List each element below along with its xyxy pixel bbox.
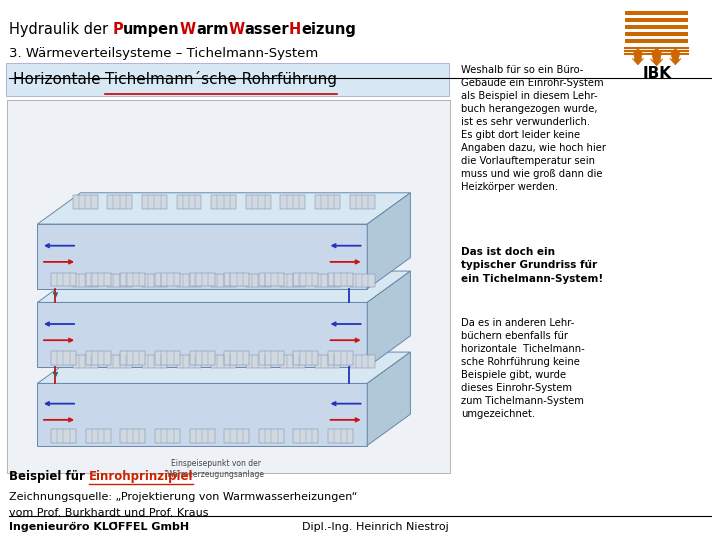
Bar <box>625 18 688 22</box>
Text: Beispiel für: Beispiel für <box>9 470 89 483</box>
Bar <box>294 351 318 364</box>
Bar <box>224 273 249 286</box>
Bar <box>142 274 167 287</box>
Bar <box>294 273 318 286</box>
Bar <box>120 429 145 443</box>
Bar <box>176 195 202 209</box>
Bar <box>246 355 271 368</box>
Polygon shape <box>632 49 644 65</box>
Text: Tichelmann´sche Rohrführung: Tichelmann´sche Rohrführung <box>105 71 338 87</box>
Text: H: H <box>289 22 301 37</box>
Bar <box>625 11 688 15</box>
Bar <box>224 429 249 443</box>
Bar <box>211 355 236 368</box>
Bar <box>315 274 340 287</box>
Polygon shape <box>367 193 410 289</box>
Bar <box>155 351 180 364</box>
Polygon shape <box>367 352 410 446</box>
Text: Dipl.-Ing. Heinrich Niestroj: Dipl.-Ing. Heinrich Niestroj <box>302 522 449 532</box>
Text: Zeichnungsquelle: „Projektierung von Warmwasserheizungen“: Zeichnungsquelle: „Projektierung von War… <box>9 492 357 502</box>
Bar <box>315 195 340 209</box>
Bar <box>224 351 249 364</box>
Bar <box>107 274 132 287</box>
Bar <box>73 355 97 368</box>
Bar <box>625 25 688 29</box>
Bar <box>259 351 284 364</box>
Bar <box>625 32 688 36</box>
Bar <box>328 273 353 286</box>
Bar <box>107 195 132 209</box>
Bar <box>120 351 145 364</box>
Bar <box>328 429 353 443</box>
Polygon shape <box>367 271 410 367</box>
Bar <box>350 355 374 368</box>
Bar <box>142 355 167 368</box>
Bar <box>350 274 374 287</box>
Bar <box>315 355 340 368</box>
Bar <box>189 273 215 286</box>
Bar <box>176 355 202 368</box>
Bar <box>51 273 76 286</box>
Bar <box>189 429 215 443</box>
Bar <box>7 100 450 472</box>
Bar <box>86 351 111 364</box>
Text: Da es in anderen Lehr-
büchern ebenfalls für
horizontale  Tichelmann-
sche Roh: Da es in anderen Lehr- büchern ebenfall… <box>461 318 585 419</box>
Text: arm: arm <box>196 22 228 37</box>
Bar <box>51 429 76 443</box>
Text: P: P <box>112 22 123 37</box>
Text: eizung: eizung <box>301 22 356 37</box>
Bar <box>246 274 271 287</box>
Bar <box>259 429 284 443</box>
Bar <box>142 195 167 209</box>
Bar <box>86 429 111 443</box>
Text: Hydraulik der: Hydraulik der <box>9 22 112 37</box>
Polygon shape <box>37 302 367 367</box>
Text: Einspeisepunkt von der
Wärmeerzeugungsanlage: Einspeisepunkt von der Wärmeerzeugungsan… <box>167 459 265 479</box>
Text: asser: asser <box>244 22 289 37</box>
Polygon shape <box>37 352 410 383</box>
Bar <box>73 274 97 287</box>
Bar <box>107 355 132 368</box>
Bar <box>281 195 305 209</box>
Bar <box>211 195 236 209</box>
Bar <box>281 274 305 287</box>
Text: Weshalb für so ein Büro-
Gebäude ein Einrohr-System
als Beispiel in diesem Le: Weshalb für so ein Büro- Gebäude ein … <box>461 65 606 192</box>
Bar <box>189 351 215 364</box>
Bar <box>51 351 76 364</box>
Bar <box>328 351 353 364</box>
Bar <box>176 274 202 287</box>
Bar <box>155 273 180 286</box>
Polygon shape <box>37 193 410 224</box>
Text: 3. Wärmeverteilsysteme – Tichelmann-System: 3. Wärmeverteilsysteme – Tichelmann-Syst… <box>9 48 318 60</box>
Text: Ingenieuröro KLÖFFEL GmbH: Ingenieuröro KLÖFFEL GmbH <box>9 522 189 532</box>
Bar <box>625 39 688 43</box>
Text: W: W <box>180 22 196 37</box>
Text: W: W <box>228 22 244 37</box>
Bar <box>6 63 449 96</box>
Polygon shape <box>37 224 367 289</box>
Bar <box>73 195 97 209</box>
Text: IBK: IBK <box>642 66 671 81</box>
Polygon shape <box>670 49 681 65</box>
Bar <box>350 195 374 209</box>
Bar <box>259 273 284 286</box>
Bar <box>155 429 180 443</box>
Bar <box>211 274 236 287</box>
Bar <box>246 195 271 209</box>
Polygon shape <box>37 271 410 302</box>
Text: vom Prof. Burkhardt und Prof. Kraus: vom Prof. Burkhardt und Prof. Kraus <box>9 508 208 518</box>
Bar <box>294 429 318 443</box>
Bar <box>120 273 145 286</box>
Text: Horizontale: Horizontale <box>13 72 105 87</box>
Bar <box>86 273 111 286</box>
Text: Einrohprinzipiel: Einrohprinzipiel <box>89 470 193 483</box>
Polygon shape <box>650 48 663 66</box>
Bar <box>281 355 305 368</box>
Text: umpen: umpen <box>123 22 180 37</box>
Text: Das ist doch ein
typischer Grundriss für
ein Tichelmann-System!: Das ist doch ein typischer Grundriss fü… <box>461 247 603 284</box>
Polygon shape <box>37 383 367 446</box>
